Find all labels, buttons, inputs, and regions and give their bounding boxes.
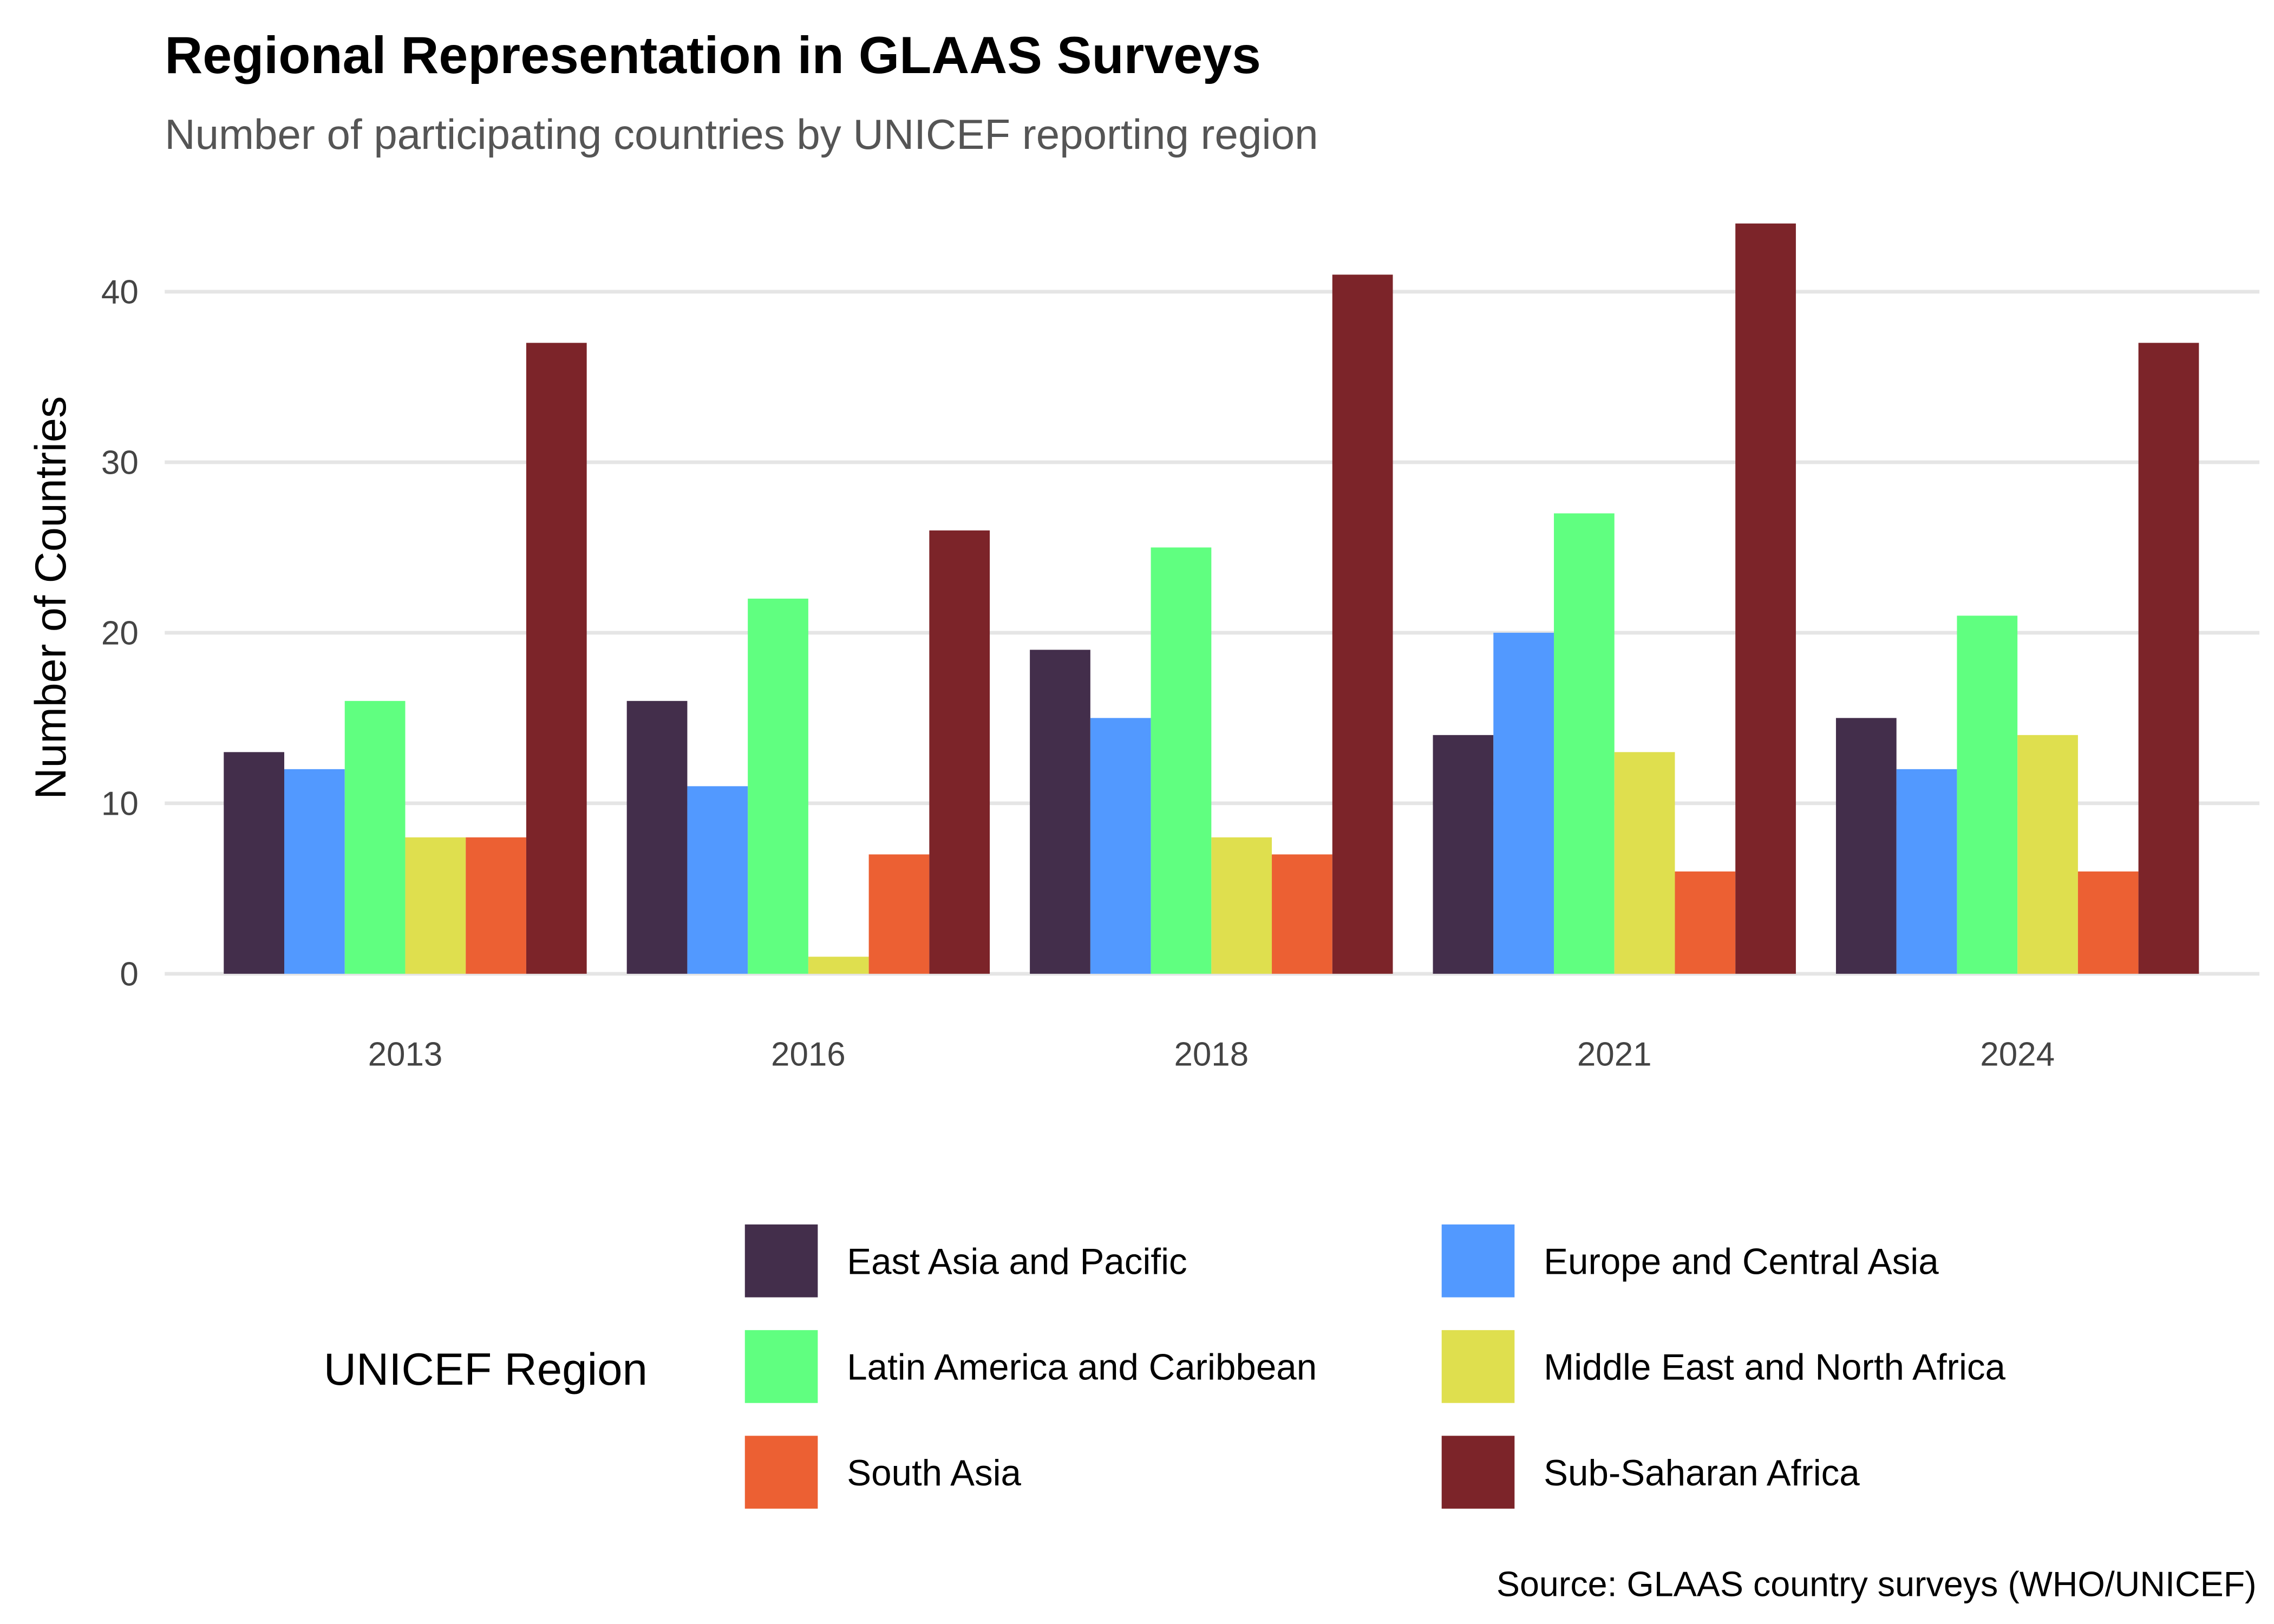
legend-item: Latin America and Caribbean [744, 1330, 1317, 1403]
y-tick-labels: 0 10 20 30 40 [101, 273, 139, 993]
bar-2016-1 [687, 786, 748, 974]
bars [224, 223, 2199, 974]
legend-item: East Asia and Pacific [744, 1224, 1187, 1298]
bar-2021-5 [1735, 223, 1796, 974]
bar-2016-0 [626, 700, 688, 974]
legend-label: Europe and Central Asia [1544, 1241, 1939, 1282]
bar-2021-1 [1493, 632, 1554, 974]
x-tick-label: 2018 [1174, 1036, 1249, 1073]
bar-2013-2 [344, 700, 406, 974]
bar-2016-4 [868, 854, 930, 974]
legend-item: South Asia [744, 1436, 1022, 1509]
legend: East Asia and Pacific Europe and Central … [744, 1224, 2006, 1509]
chart-subtitle: Number of participating countries by UNI… [165, 110, 1318, 158]
bar-2018-5 [1332, 274, 1393, 974]
legend-swatch [744, 1330, 818, 1403]
bar-2013-4 [466, 837, 526, 974]
legend-swatch [1441, 1224, 1515, 1298]
x-tick-label: 2024 [1980, 1036, 2055, 1073]
legend-title: UNICEF Region [324, 1344, 648, 1394]
bar-2013-3 [405, 837, 466, 974]
bar-2021-0 [1433, 735, 1494, 974]
chart-title: Regional Representation in GLAAS Surveys [165, 25, 1261, 84]
legend-swatch [1441, 1436, 1515, 1509]
y-tick-label: 20 [101, 614, 139, 652]
bar-2016-5 [929, 530, 990, 974]
legend-label: Latin America and Caribbean [847, 1347, 1317, 1388]
caption: Source: GLAAS country surveys (WHO/UNICE… [1497, 1564, 2257, 1603]
bar-2016-2 [748, 598, 808, 974]
y-axis-label: Number of Countries [27, 396, 75, 800]
bar-2024-0 [1835, 718, 1897, 974]
legend-label: East Asia and Pacific [847, 1241, 1187, 1282]
x-tick-label: 2013 [368, 1036, 443, 1073]
bar-2024-4 [2077, 871, 2139, 974]
bar-2024-3 [2017, 735, 2078, 974]
bar-2021-4 [1675, 871, 1736, 974]
bar-2018-3 [1211, 837, 1272, 974]
legend-label: South Asia [847, 1453, 1021, 1494]
legend-swatch [1441, 1330, 1515, 1403]
bar-2018-0 [1030, 650, 1090, 974]
legend-swatch [744, 1436, 818, 1509]
bar-2021-2 [1554, 513, 1615, 974]
legend-swatch [744, 1224, 818, 1298]
legend-item: Sub-Saharan Africa [1441, 1436, 1860, 1509]
y-tick-label: 0 [120, 955, 138, 993]
bar-2013-0 [224, 752, 284, 974]
legend-label: Middle East and North Africa [1544, 1347, 2005, 1388]
y-tick-label: 40 [101, 273, 139, 311]
bar-2024-5 [2138, 343, 2199, 974]
bar-2013-5 [526, 343, 587, 974]
bar-2016-3 [808, 957, 869, 974]
legend-label: Sub-Saharan Africa [1544, 1453, 1860, 1494]
bar-2024-2 [1957, 615, 2018, 974]
bar-2018-4 [1272, 854, 1332, 974]
y-tick-label: 30 [101, 444, 139, 481]
legend-item: Europe and Central Asia [1441, 1224, 1939, 1298]
bar-2021-3 [1614, 752, 1675, 974]
legend-item: Middle East and North Africa [1441, 1330, 2006, 1403]
bar-2013-1 [284, 769, 345, 974]
bar-2018-2 [1151, 547, 1212, 974]
x-tick-label: 2016 [771, 1036, 846, 1073]
x-tick-label: 2021 [1577, 1036, 1652, 1073]
y-tick-label: 10 [101, 785, 139, 822]
x-tick-labels: 2013 2016 2018 2021 2024 [368, 1036, 2055, 1073]
bar-2024-1 [1896, 769, 1957, 974]
bar-2018-1 [1090, 718, 1151, 974]
